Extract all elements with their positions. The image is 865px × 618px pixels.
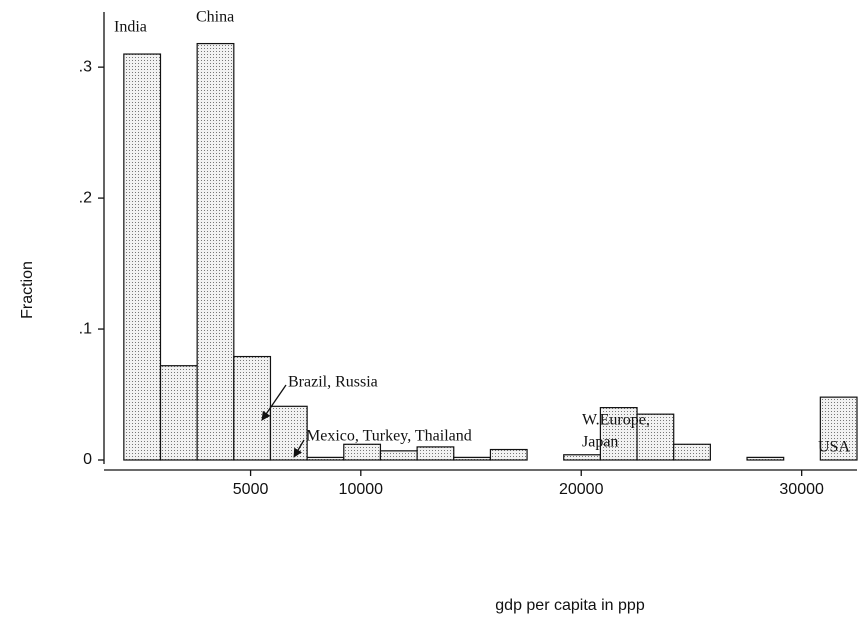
bar: [819, 396, 858, 461]
bar: [563, 454, 601, 461]
bar: [196, 42, 235, 461]
bar: [233, 355, 272, 461]
bar: [269, 405, 308, 461]
x-tick-label: 20000: [559, 481, 604, 498]
bar: [306, 456, 345, 461]
annotation-arrow: [261, 384, 287, 421]
annotation: USA: [818, 439, 850, 456]
bar: [746, 456, 785, 461]
annotation: India: [114, 19, 147, 36]
x-tick-label: 30000: [779, 481, 824, 498]
x-tick-label: 10000: [339, 481, 384, 498]
annotation: Mexico, Turkey, Thailand: [306, 428, 472, 445]
bar: [489, 448, 528, 461]
annotation: China: [196, 9, 234, 26]
annotation: Brazil, Russia: [288, 374, 378, 391]
bar: [673, 443, 711, 461]
x-tick-label: 5000: [233, 481, 269, 498]
annotation-arrow: [293, 439, 305, 458]
bar: [379, 450, 418, 461]
x-axis-title: gdp per capita in ppp: [495, 597, 645, 614]
annotation: Japan: [582, 434, 618, 451]
bar: [416, 446, 455, 461]
y-tick-label: .1: [79, 320, 92, 337]
y-tick-label: .3: [79, 58, 92, 75]
bar: [343, 443, 382, 461]
y-axis-title: Fraction: [19, 261, 36, 319]
bar: [453, 456, 492, 461]
bar: [636, 413, 675, 461]
bar: [123, 53, 162, 461]
y-tick-label: .2: [79, 189, 92, 206]
y-tick-label: 0: [83, 451, 92, 468]
bar: [159, 365, 198, 461]
annotation: W.Europe,: [582, 412, 650, 429]
